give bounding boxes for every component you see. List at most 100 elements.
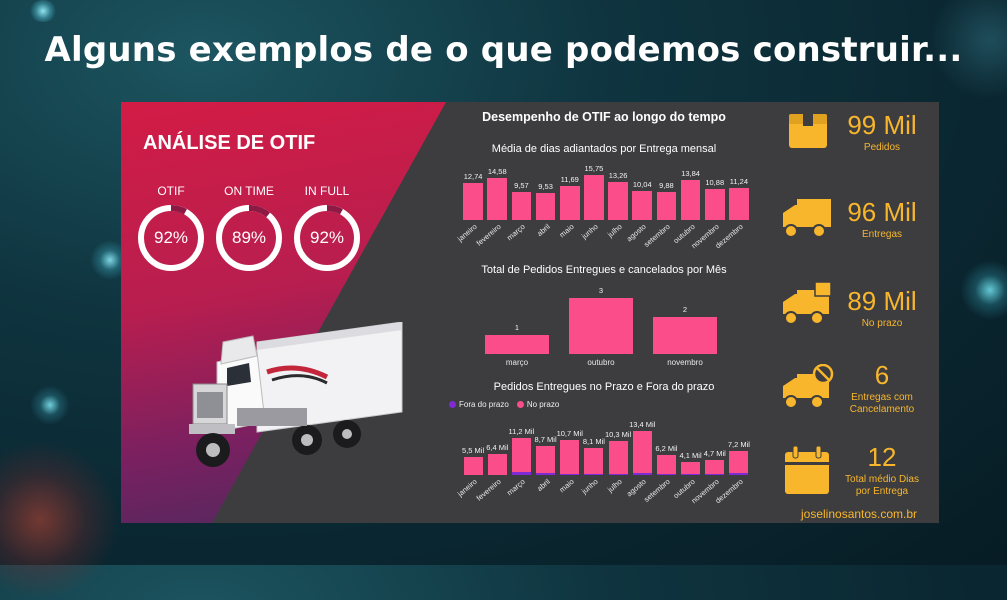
chart-bar	[560, 439, 580, 474]
chart-data-label: 13,26	[608, 170, 628, 180]
kpi-value-deliveries: 96 Mil	[847, 197, 917, 227]
chart-bar	[559, 186, 580, 220]
bumper	[189, 424, 235, 434]
chart-bar-late	[705, 474, 725, 475]
chart-tick-label: outubro	[587, 358, 615, 367]
chart2-title: Total de Pedidos Entregues e cancelados …	[481, 264, 727, 276]
background-glow	[30, 385, 70, 425]
chart-bar-late	[511, 471, 531, 475]
chart-data-label: 8,1 Mil	[582, 437, 605, 447]
trailer-swoosh	[271, 374, 328, 385]
chart-data-label: 10,04	[632, 180, 652, 190]
wheel-hub	[206, 443, 220, 457]
chart-orders-cancelled: 1 março 3 outubro 2 novembro	[471, 282, 751, 372]
kpi-label-avg-days: Total médio Dias por Entrega	[845, 474, 919, 497]
chart-bar	[463, 183, 483, 220]
gauge-ring-svg	[216, 205, 282, 271]
legend-dot-purple	[449, 401, 456, 408]
background-glow	[28, 0, 58, 22]
chart-bar	[487, 178, 508, 220]
main-chart-title: Desempenho de OTIF ao longo do tempo	[482, 110, 726, 124]
chart-bar	[681, 461, 700, 475]
gauge-ring: 89%	[215, 204, 283, 272]
chart-bar-late	[584, 473, 604, 475]
chart-data-label: 8,7 Mil	[534, 435, 557, 445]
gauge-ring: 92%	[293, 204, 361, 272]
legend-dot-pink	[516, 401, 524, 408]
kpi-value-cancelled: 6	[874, 360, 890, 390]
chart-bar	[485, 335, 549, 354]
chart-data-label: 9,88	[659, 180, 674, 190]
chart-bar	[511, 438, 531, 472]
chart-bar-late	[536, 473, 555, 475]
kpi-label-orders: Pedidos	[863, 142, 901, 153]
chart-data-label: 11,69	[560, 175, 579, 185]
chart1-title: Média de dias adiantados por Entrega men…	[491, 143, 717, 155]
chart-bar-late	[560, 473, 580, 475]
gauge-arc	[294, 205, 360, 271]
gauge-arc	[138, 205, 204, 271]
chart-data-label: 10,7 Mil	[556, 428, 583, 438]
gauge-label: ON TIME	[224, 184, 274, 198]
chart-bar	[535, 192, 556, 220]
chart-data-label: 14,58	[487, 167, 507, 177]
windshield	[227, 363, 251, 386]
chart-bar	[608, 441, 628, 474]
gauge-value: 89%	[231, 228, 267, 247]
chart-data-label: 11,2 Mil	[508, 427, 535, 437]
chart-data-label: 6,4 Mil	[486, 442, 509, 452]
truck-calendar-icon	[783, 282, 832, 325]
chart-tick-label: novembro	[667, 358, 703, 367]
legend-label: No prazo	[526, 400, 560, 409]
gauge-on-time: ON TIME 89%	[215, 184, 283, 272]
kpi-label-on-time: No prazo	[861, 318, 903, 329]
kpi-value-avg-days: 12	[867, 442, 897, 472]
chart3-legend: Fora do prazo No prazo	[449, 400, 559, 409]
trailer-swoosh	[266, 365, 329, 380]
chart-bar-late	[656, 474, 676, 475]
chart-data-label: 4,7 Mil	[703, 448, 726, 458]
gauge-value: 92%	[153, 228, 189, 247]
grille-inner	[197, 392, 223, 418]
gauge-ring-svg	[294, 205, 360, 271]
truck-image	[189, 322, 403, 467]
gauge-ring: 92%	[137, 204, 205, 272]
chart-data-label: 2	[682, 304, 688, 314]
chart-bar	[680, 180, 701, 220]
background-glow	[960, 260, 1007, 320]
chart-on-time-late: 5,5 Mil janeiro 6,4 Mil fevereiro 11,2 Mil ma…	[456, 412, 751, 520]
wheel-hub	[301, 434, 313, 446]
legend-label: Fora do prazo	[459, 400, 509, 409]
chart-bar-late	[681, 474, 700, 475]
chart-bar-late	[729, 472, 749, 475]
chart-data-label: 7,2 Mil	[727, 440, 750, 450]
wheel-hub	[342, 429, 352, 439]
gauge-ring-svg	[138, 205, 204, 271]
chart-data-label: 11,24	[729, 176, 749, 186]
chart-bar	[656, 191, 677, 220]
chart-bar	[705, 459, 725, 475]
cab-roof	[220, 335, 258, 365]
chart-bar	[632, 430, 652, 474]
kpi-label-cancelled: Entregas com Cancelamento	[849, 392, 915, 415]
chart-bar	[729, 187, 749, 220]
chart-data-label: 1	[514, 323, 520, 333]
calendar-icon	[785, 446, 829, 494]
dashboard: ANÁLISE DE OTIF OTIF 92% ON TIME 89% IN …	[121, 102, 939, 523]
gauge-otif: OTIF 92%	[137, 184, 205, 272]
chart-bar	[536, 446, 555, 474]
chart-bar	[729, 451, 749, 473]
chart-bar	[656, 454, 676, 474]
chart-data-label: 13,84	[681, 169, 700, 179]
fuel-tank	[237, 408, 307, 426]
slide-headline: Alguns exemplos de o que podemos constru…	[44, 30, 963, 70]
chart-data-label: 9,53	[538, 181, 553, 191]
chart-data-label: 10,88	[705, 177, 725, 187]
otif-title: ANÁLISE DE OTIF	[143, 132, 316, 154]
chart-bar-late	[632, 473, 652, 475]
chart-bar-late	[608, 473, 628, 475]
chart-data-label: 9,57	[514, 181, 529, 191]
chart-tick-label: março	[505, 358, 529, 367]
chart-data-label: 10,3 Mil	[604, 430, 632, 440]
chart-bar	[511, 192, 532, 220]
